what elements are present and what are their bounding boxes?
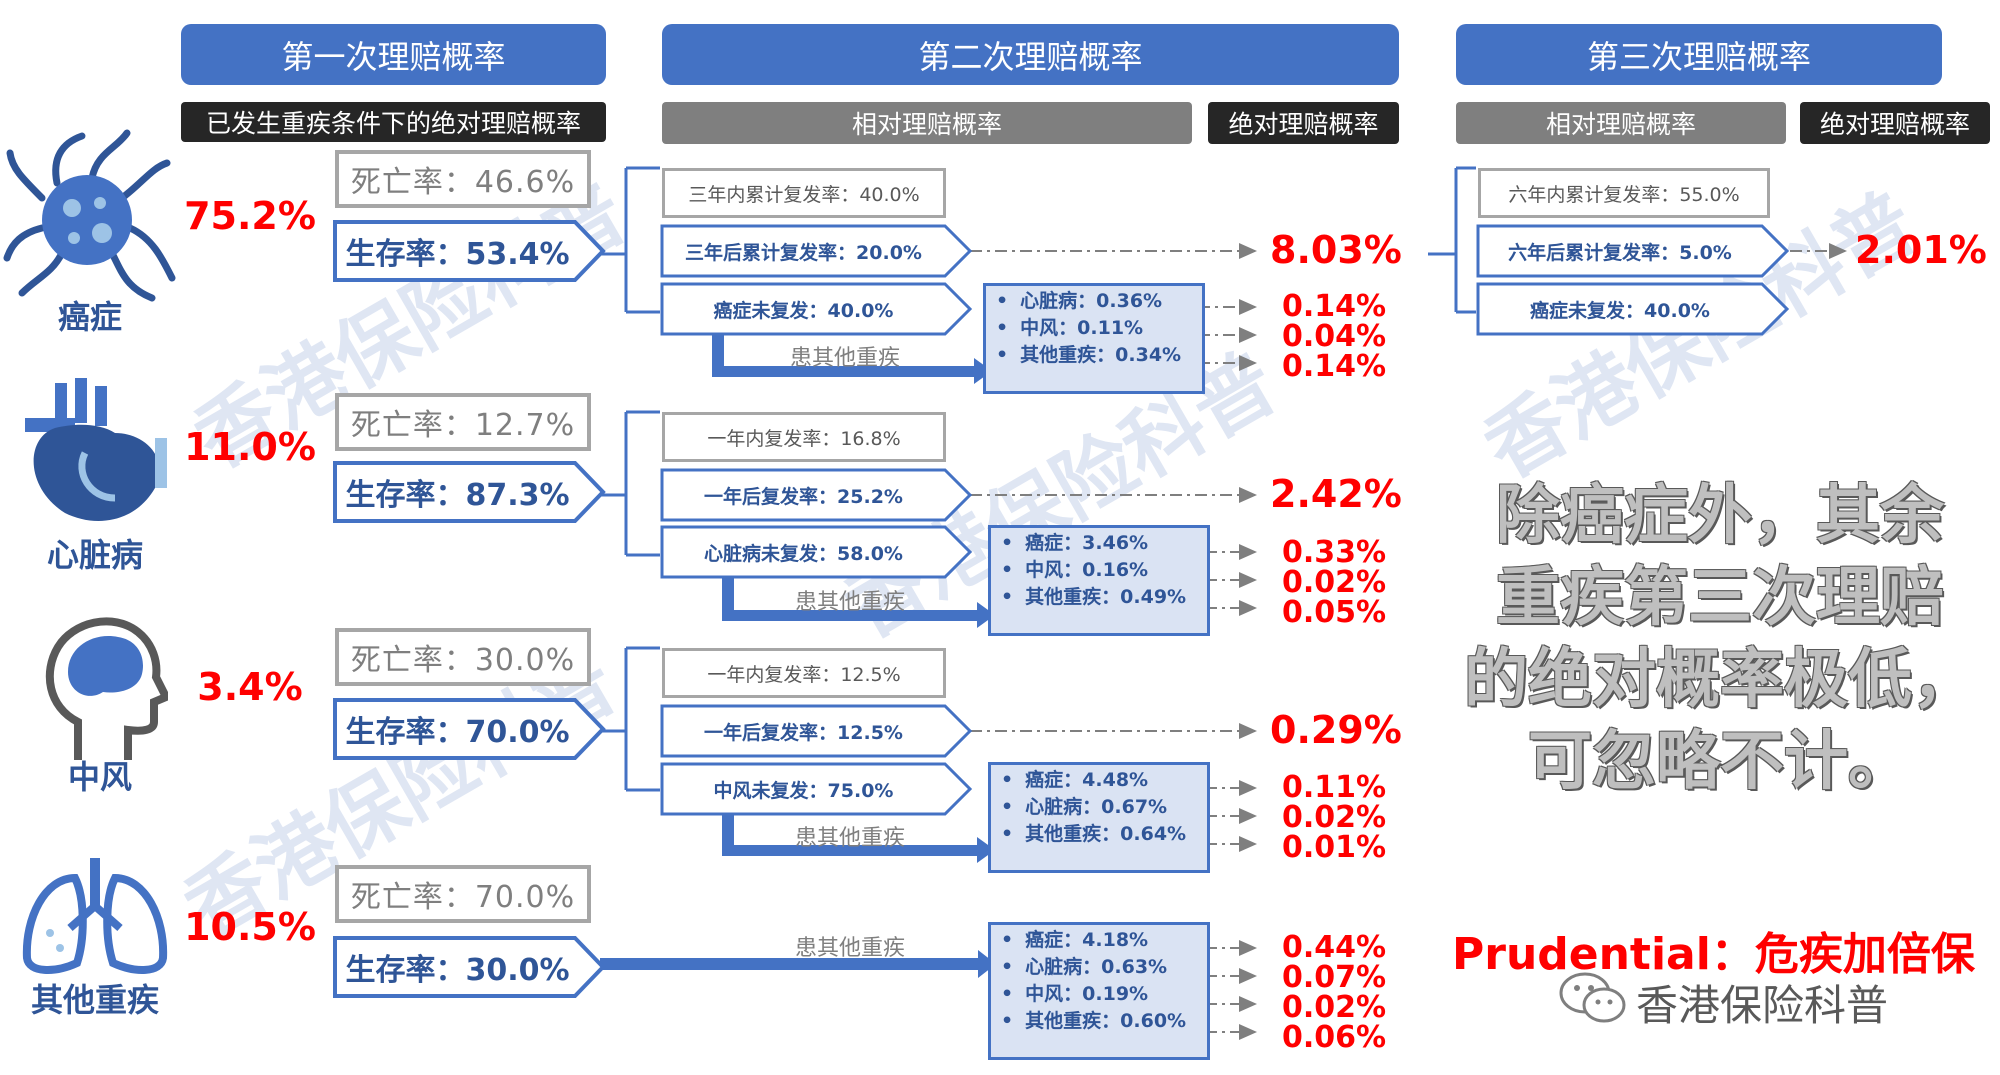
list-item: 中风：0.16% — [1001, 557, 1207, 584]
list-item: 癌症：4.48% — [1001, 767, 1207, 794]
absolute-prob-value: 0.14% — [1282, 349, 1387, 384]
absolute-prob-value: 0.04% — [1282, 319, 1387, 354]
survival-rate-label: 生存率：30.0% — [345, 953, 570, 988]
wechat-icon — [1559, 972, 1626, 1023]
recurrence-after-label: 六年后累计复发率：5.0% — [1508, 241, 1732, 264]
wechat-account-name: 香港保险科普 — [1636, 981, 1889, 1030]
absolute-prob-value: 0.44% — [1282, 930, 1387, 965]
category-label-other-critical-illness: 其他重疾 — [30, 981, 159, 1019]
absolute-prob-value: 0.07% — [1282, 960, 1387, 995]
list-item: 癌症：3.46% — [1001, 530, 1207, 557]
list-item: 其他重疾：0.34% — [996, 342, 1202, 369]
product-brand: Prudential：危疾加倍保 — [1452, 929, 1975, 980]
absolute-prob-value: 0.11% — [1282, 770, 1387, 805]
recurrence-after-label: 一年后复发率：25.2% — [704, 485, 903, 508]
survival-rate-label: 生存率：87.3% — [345, 478, 570, 513]
header-third-claim: 第三次理赔概率 — [1456, 24, 1942, 85]
other-illness-list: 癌症：4.18% 心脏病：0.63% 中风：0.19% 其他重疾：0.60% — [988, 922, 1210, 1060]
absolute-prob-value: 0.14% — [1282, 289, 1387, 324]
death-rate-box: 死亡率：46.6% — [335, 150, 591, 208]
other-illness-note: 患其他重疾 — [794, 936, 905, 961]
recurrence-after-label: 三年后累计复发率：20.0% — [685, 241, 922, 264]
no-recurrence-label: 癌症未复发：40.0% — [713, 299, 894, 322]
list-item: 心脏病：0.63% — [1001, 954, 1207, 981]
survival-rate-label: 生存率：53.4% — [345, 237, 570, 272]
category-label-cancer: 癌症 — [57, 298, 122, 336]
death-rate-box: 死亡率：30.0% — [335, 628, 591, 686]
summary-line: 可忽略不计。 — [1528, 725, 1912, 799]
absolute-prob-value: 0.02% — [1282, 800, 1387, 835]
subheader-third-absolute: 绝对理赔概率 — [1800, 102, 1990, 144]
subheader-first-absolute: 已发生重疾条件下的绝对理赔概率 — [181, 102, 606, 142]
absolute-prob-value: 0.29% — [1270, 708, 1402, 752]
lungs-icon — [22, 858, 168, 974]
no-recurrence-label: 中风未复发：75.0% — [713, 779, 894, 802]
category-label-stroke: 中风 — [67, 758, 132, 796]
list-item: 癌症：4.18% — [1001, 927, 1207, 954]
recurrence-within-box: 一年内复发率：12.5% — [662, 648, 946, 698]
summary-line: 的绝对概率极低， — [1464, 643, 1976, 717]
absolute-prob-value: 2.01% — [1855, 228, 1987, 272]
no-recurrence-label: 癌症未复发：40.0% — [1530, 299, 1710, 322]
first-claim-prob-stroke: 3.4% — [197, 665, 303, 709]
list-item: 其他重疾：0.60% — [1001, 1008, 1207, 1035]
absolute-prob-value: 0.06% — [1282, 1020, 1387, 1055]
other-illness-note: 患其他重疾 — [794, 590, 905, 615]
list-item: 其他重疾：0.64% — [1001, 821, 1207, 848]
absolute-prob-value: 2.42% — [1270, 472, 1402, 516]
subheader-third-relative: 相对理赔概率 — [1456, 102, 1786, 144]
other-illness-list: 癌症：3.46% 中风：0.16% 其他重疾：0.49% — [988, 525, 1210, 636]
cancer-cell-icon — [3, 129, 176, 302]
death-rate-box: 死亡率：12.7% — [335, 393, 591, 451]
no-recurrence-label: 心脏病未复发：58.0% — [704, 542, 903, 565]
summary-note: 除癌症外，其余 重疾第三次理赔 的绝对概率极低， 可忽略不计。 — [1460, 475, 1980, 803]
summary-line: 除癌症外，其余 — [1496, 479, 1944, 553]
recurrence-within-box: 三年内累计复发率：40.0% — [662, 168, 946, 218]
absolute-prob-value: 8.03% — [1270, 228, 1402, 272]
recurrence-within-box: 一年内复发率：16.8% — [662, 412, 946, 462]
recurrence-after-label: 一年后复发率：12.5% — [704, 721, 903, 744]
list-item: 其他重疾：0.49% — [1001, 584, 1207, 611]
absolute-prob-value: 0.02% — [1282, 990, 1387, 1025]
other-illness-note: 患其他重疾 — [789, 346, 900, 371]
list-item: 中风：0.11% — [996, 315, 1202, 342]
first-claim-prob-cancer: 75.2% — [184, 194, 316, 238]
subheader-second-relative: 相对理赔概率 — [662, 102, 1192, 144]
heart-icon — [25, 378, 167, 521]
list-item: 中风：0.19% — [1001, 981, 1207, 1008]
list-item: 心脏病：0.67% — [1001, 794, 1207, 821]
list-item: 心脏病：0.36% — [996, 288, 1202, 315]
other-illness-list: 癌症：4.48% 心脏病：0.67% 其他重疾：0.64% — [988, 762, 1210, 873]
brain-head-icon — [45, 617, 168, 760]
summary-line: 重疾第三次理赔 — [1496, 561, 1944, 635]
absolute-prob-value: 0.01% — [1282, 830, 1387, 865]
first-claim-prob-other: 10.5% — [184, 905, 316, 949]
death-rate-box: 死亡率：70.0% — [335, 865, 591, 923]
other-illness-note: 患其他重疾 — [794, 826, 905, 851]
recurrence-within-box: 六年内累计复发率：55.0% — [1478, 168, 1770, 218]
survival-rate-label: 生存率：70.0% — [345, 715, 570, 750]
category-label-heart-disease: 心脏病 — [46, 536, 143, 574]
header-second-claim: 第二次理赔概率 — [662, 24, 1399, 85]
first-claim-prob-heart: 11.0% — [184, 425, 316, 469]
absolute-prob-value: 0.33% — [1282, 535, 1387, 570]
header-first-claim: 第一次理赔概率 — [181, 24, 606, 85]
absolute-prob-value: 0.05% — [1282, 595, 1387, 630]
other-illness-list: 心脏病：0.36% 中风：0.11% 其他重疾：0.34% — [983, 283, 1205, 394]
subheader-second-absolute: 绝对理赔概率 — [1208, 102, 1399, 144]
absolute-prob-value: 0.02% — [1282, 565, 1387, 600]
